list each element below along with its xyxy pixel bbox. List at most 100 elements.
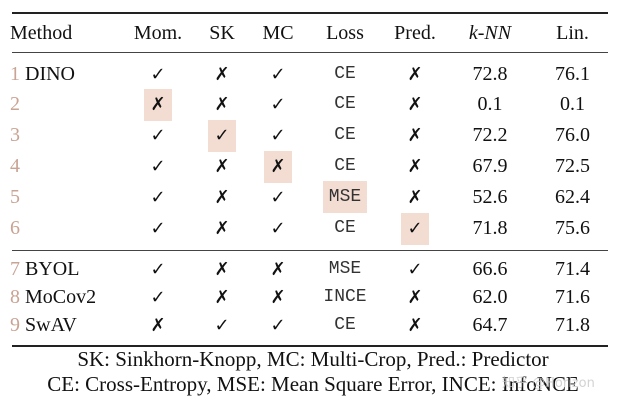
row-number: 5 — [10, 186, 20, 208]
cross-icon: ✗ — [144, 89, 172, 121]
knn-value: 72.8 — [472, 63, 508, 85]
method-cell: 2 — [10, 90, 130, 118]
lin-cell: 71.8 — [540, 311, 605, 339]
loss-cell: MSE — [310, 255, 380, 283]
loss-value: CE — [334, 218, 356, 238]
check-icon: ✓ — [150, 187, 166, 208]
pred-cell: ✗ — [390, 60, 440, 88]
mom-cell: ✗ — [133, 89, 183, 121]
loss-cell: CE — [310, 214, 380, 242]
row-number: 7 — [10, 258, 20, 280]
knn-value: 64.7 — [472, 314, 508, 336]
lin-value: 0.1 — [560, 93, 585, 115]
pred-cell: ✗ — [390, 152, 440, 180]
check-icon: ✓ — [150, 218, 166, 239]
loss-value: CE — [334, 64, 356, 84]
cross-icon: ✗ — [407, 125, 423, 146]
header-multi-crop: MC — [262, 22, 294, 44]
knn-cell: 66.6 — [455, 255, 525, 283]
lin-cell: 71.4 — [540, 255, 605, 283]
knn-cell: 71.8 — [455, 214, 525, 242]
lin-value: 62.4 — [555, 186, 590, 208]
cross-icon: ✗ — [407, 156, 423, 177]
loss-cell: CE — [310, 152, 380, 180]
sk-cell: ✓ — [202, 311, 242, 339]
knn-cell: 72.2 — [455, 121, 525, 149]
cross-icon: ✗ — [407, 94, 423, 115]
table-row: 9 SwAV ✗ ✓ ✓ CE ✗ 64.7 71.8 — [0, 311, 626, 339]
mc-cell: ✓ — [258, 183, 298, 211]
header-loss: Loss — [326, 22, 364, 44]
knn-value: 66.6 — [472, 258, 508, 280]
row-number: 9 — [10, 314, 20, 336]
method-cell: 1 DINO — [10, 60, 130, 88]
cross-icon: ✗ — [407, 187, 423, 208]
method-cell: 7 BYOL — [10, 255, 130, 283]
mc-cell: ✓ — [258, 60, 298, 88]
header-knn-label: k-NN — [468, 22, 512, 44]
knn-value: 67.9 — [472, 155, 508, 177]
header-rule — [12, 52, 608, 53]
knn-value: 62.0 — [472, 286, 508, 308]
pred-cell: ✓ — [390, 255, 440, 283]
group-separator-rule — [12, 250, 608, 251]
method-name: DINO — [25, 63, 75, 85]
loss-value: MSE — [328, 259, 362, 279]
row-number: 6 — [10, 217, 20, 239]
cross-icon: ✗ — [214, 156, 230, 177]
check-icon: ✓ — [150, 259, 166, 280]
check-icon: ✓ — [407, 259, 423, 280]
knn-cell: 72.8 — [455, 60, 525, 88]
check-icon: ✓ — [214, 315, 230, 336]
mc-cell: ✗ — [258, 151, 298, 183]
loss-cell: CE — [310, 60, 380, 88]
method-cell: 4 — [10, 152, 130, 180]
method-cell: 8 MoCov2 — [10, 283, 130, 311]
method-cell: 6 — [10, 214, 130, 242]
lin-value: 72.5 — [555, 155, 590, 177]
check-icon: ✓ — [208, 120, 236, 152]
cross-icon: ✗ — [150, 315, 166, 336]
loss-value: INCE — [323, 287, 367, 307]
bottom-rule — [12, 345, 608, 347]
cross-icon: ✗ — [270, 259, 286, 280]
knn-value: 0.1 — [477, 93, 503, 115]
method-name: SwAV — [25, 314, 77, 336]
header-predictor: Pred. — [394, 22, 436, 44]
cross-icon: ✗ — [407, 287, 423, 308]
check-icon: ✓ — [270, 218, 286, 239]
loss-cell: CE — [310, 90, 380, 118]
pred-cell: ✗ — [390, 311, 440, 339]
cross-icon: ✗ — [214, 187, 230, 208]
mc-cell: ✓ — [258, 90, 298, 118]
check-icon: ✓ — [150, 64, 166, 85]
row-number: 2 — [10, 93, 20, 115]
table-row: 4 ✓ ✗ ✗ CE ✗ 67.9 72.5 — [0, 151, 626, 183]
knn-value: 71.8 — [472, 217, 508, 239]
lin-cell: 62.4 — [540, 183, 605, 211]
table-row: 6 ✓ ✗ ✓ CE ✓ 71.8 75.6 — [0, 213, 626, 245]
mc-cell: ✓ — [258, 311, 298, 339]
knn-value: 72.2 — [472, 124, 508, 146]
check-icon: ✓ — [270, 187, 286, 208]
check-icon: ✓ — [270, 94, 286, 115]
header-linear: Lin. — [556, 22, 589, 44]
row-number: 4 — [10, 155, 20, 177]
mom-cell: ✗ — [133, 311, 183, 339]
cross-icon: ✗ — [407, 315, 423, 336]
mom-cell: ✓ — [133, 60, 183, 88]
lin-cell: 71.6 — [540, 283, 605, 311]
knn-cell: 52.6 — [455, 183, 525, 211]
mom-cell: ✓ — [133, 183, 183, 211]
check-icon: ✓ — [150, 125, 166, 146]
sk-cell: ✓ — [202, 120, 242, 152]
header-sinkhorn-knopp: SK — [209, 22, 235, 44]
cross-icon: ✗ — [214, 259, 230, 280]
loss-cell: CE — [310, 121, 380, 149]
table-row: 5 ✓ ✗ ✓ MSE ✗ 52.6 62.4 — [0, 181, 626, 213]
pred-cell: ✗ — [390, 121, 440, 149]
loss-value: CE — [334, 315, 356, 335]
lin-value: 76.0 — [555, 124, 590, 146]
sk-cell: ✗ — [202, 60, 242, 88]
table-row: 7 BYOL ✓ ✗ ✗ MSE ✓ 66.6 71.4 — [0, 255, 626, 283]
